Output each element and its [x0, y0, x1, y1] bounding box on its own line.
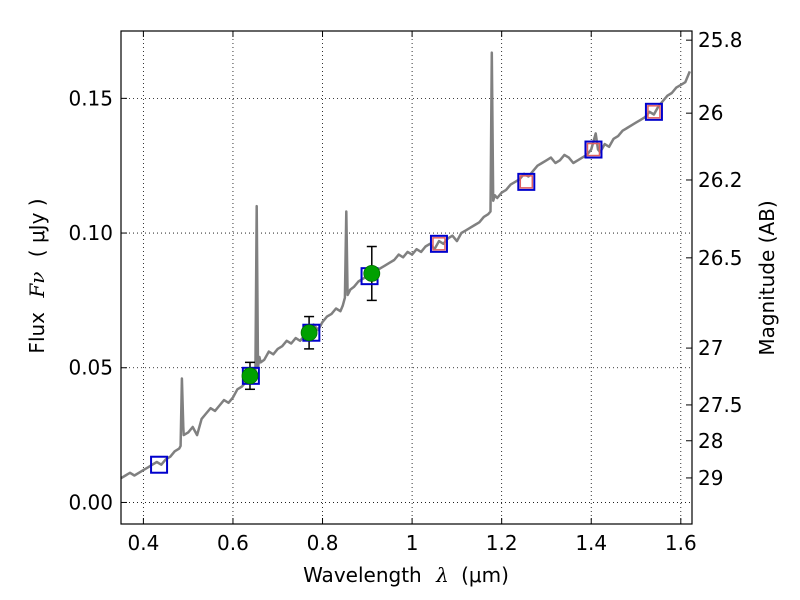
- ir-square-marker: [519, 175, 534, 189]
- plot-frame: [120, 30, 693, 525]
- grid-layer: [121, 31, 692, 524]
- y2-axis-title: Magnitude (AB): [755, 200, 779, 355]
- x-tick-label: 1.2: [486, 531, 518, 555]
- x-axis-symbol: λ: [435, 563, 449, 587]
- x-axis-label: Wavelength: [303, 563, 422, 587]
- x-tick-label: 0.6: [217, 531, 249, 555]
- x-tick-label: 0.4: [127, 531, 159, 555]
- x-axis-title: Wavelength λ (μm): [303, 563, 509, 587]
- observed-point-marker: [363, 265, 381, 282]
- y-axis-title: Flux Fν ( μJy ): [25, 198, 49, 353]
- x-axis-unit: (μm): [461, 563, 509, 587]
- x-tick-label: 1.6: [665, 531, 697, 555]
- observed-point-marker: [300, 324, 318, 342]
- marker-layer: [150, 102, 663, 474]
- y-tick-label: 0.10: [68, 221, 113, 245]
- y-tick-label: 0.00: [68, 490, 113, 514]
- y2-tick-label: 29: [698, 466, 723, 490]
- model-square-marker: [584, 140, 603, 159]
- x-tick-label: 1.4: [575, 531, 607, 555]
- model-square-marker: [429, 234, 448, 253]
- y-tick-label: 0.05: [68, 356, 113, 380]
- ir-square-marker: [432, 237, 446, 251]
- y-axis-label: Flux: [25, 312, 49, 354]
- ticks-layer: 0.4 0.6 0.8 1 1.2 1.4 1.6 0.00 0.05 0.10 0.15 25.8 2…: [68, 28, 742, 555]
- y2-tick-label: 27: [698, 336, 723, 360]
- spectrum-layer: [120, 51, 691, 480]
- y2-tick-label: 26.5: [698, 246, 743, 270]
- ir-square-marker: [586, 142, 601, 157]
- x-tick-label: 0.8: [307, 531, 339, 555]
- x-tick-label: 1: [406, 531, 419, 555]
- y2-tick-label: 27.5: [698, 393, 743, 417]
- y2-tick-label: 26.2: [698, 168, 743, 192]
- model-square-marker: [150, 455, 169, 474]
- y2-tick-label: 28: [698, 429, 723, 453]
- y-axis-unit: ( μJy ): [25, 198, 49, 257]
- y-tick-label: 0.15: [68, 86, 113, 110]
- observed-point-marker: [241, 367, 259, 385]
- spectrum-line: [120, 51, 691, 480]
- y2-tick-label: 25.8: [698, 28, 743, 52]
- ir-square-marker: [647, 105, 661, 119]
- model-square-marker: [644, 102, 663, 121]
- y2-tick-label: 26: [698, 101, 723, 125]
- model-square-marker: [517, 172, 536, 191]
- y-axis-symbol: Fν: [25, 272, 49, 299]
